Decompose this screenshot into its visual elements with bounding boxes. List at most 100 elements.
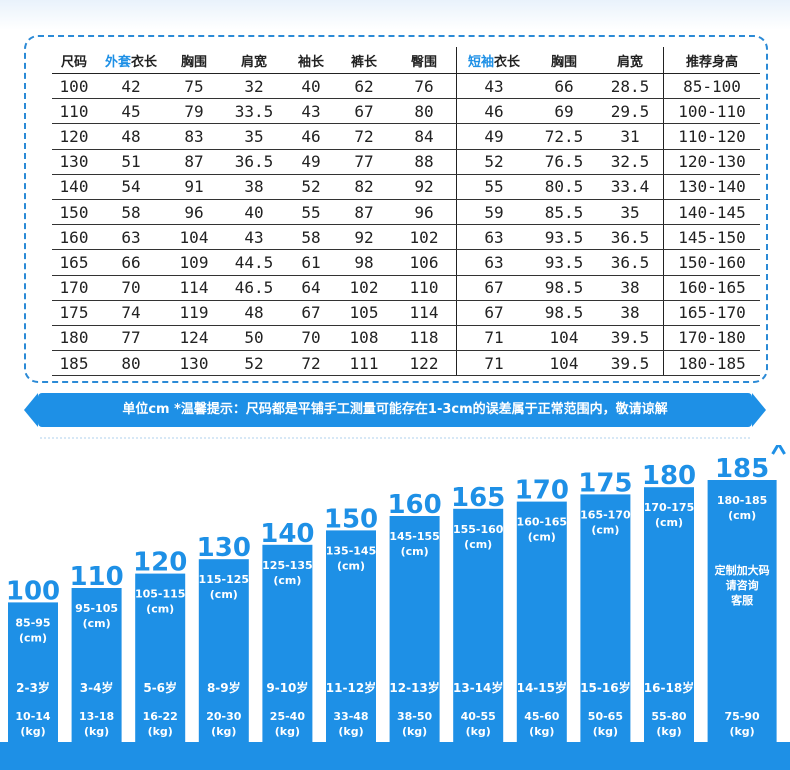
weight-unit: (kg) bbox=[211, 725, 236, 738]
height-chart: 100 85-95 (cm) 2-3岁 10-14 (kg) 110 95-105 (cm) 3-… bbox=[6, 445, 786, 742]
custom-size-note: 客服 bbox=[730, 593, 754, 607]
table-cell: 84 bbox=[392, 123, 457, 150]
table-cell: 71 bbox=[456, 350, 531, 377]
table-cell: 45 bbox=[96, 98, 166, 125]
table-cell: 111 bbox=[336, 350, 392, 377]
table-cell: 69 bbox=[531, 98, 597, 125]
table-cell: 66 bbox=[96, 249, 166, 276]
table-cell: 130 bbox=[52, 149, 96, 175]
table-cell: 93.5 bbox=[531, 224, 597, 251]
table-cell: 59 bbox=[456, 199, 531, 226]
table-cell: 185 bbox=[52, 350, 96, 377]
arrow-up-icon bbox=[771, 445, 786, 455]
table-cell: 63 bbox=[456, 224, 531, 251]
weight-range: 25-40 bbox=[270, 710, 306, 723]
table-row: 185 80 130 52 72 111 122 71 104 39.5 180-185 bbox=[52, 350, 760, 377]
table-cell: 110 bbox=[52, 98, 96, 125]
age-range: 3-4岁 bbox=[80, 680, 114, 695]
table-cell: 98.5 bbox=[531, 275, 597, 301]
table-cell: 38 bbox=[222, 174, 286, 200]
header-tshirt-shoulder: 肩宽 bbox=[597, 47, 664, 74]
height-range: 160-165 bbox=[517, 516, 568, 529]
age-range: 16-18岁 bbox=[644, 680, 694, 695]
height-range: 165-170 bbox=[580, 508, 631, 521]
table-cell: 87 bbox=[166, 149, 222, 175]
table-cell: 29.5 bbox=[597, 98, 664, 125]
table-row: 150 58 96 40 55 87 96 59 85.5 35 140-145 bbox=[52, 199, 760, 226]
table-cell: 46.5 bbox=[222, 275, 286, 301]
table-row: 165 66 109 44.5 61 98 106 63 93.5 36.5 150-160 bbox=[52, 249, 760, 276]
table-cell: 40 bbox=[286, 73, 336, 100]
height-range: 145-155 bbox=[389, 530, 440, 543]
header-hip: 臀围 bbox=[392, 47, 457, 74]
table-row: 100 42 75 32 40 62 76 43 66 28.5 85-100 bbox=[52, 73, 760, 100]
table-cell: 67 bbox=[286, 300, 336, 326]
height-range: 155-160 bbox=[453, 523, 504, 536]
height-unit: (cm) bbox=[464, 538, 492, 551]
table-cell: 67 bbox=[336, 98, 392, 125]
table-cell: 70 bbox=[286, 325, 336, 352]
table-cell: 96 bbox=[166, 199, 222, 226]
table-cell: 104 bbox=[166, 224, 222, 251]
weight-range: 75-90 bbox=[725, 710, 761, 723]
table-cell: 54 bbox=[96, 174, 166, 200]
table-cell: 52 bbox=[286, 174, 336, 200]
table-cell: 100 bbox=[52, 73, 96, 100]
table-header-row: 尺码 外套衣长 胸围 肩宽 袖长 裤长 臀围 短袖衣长 胸围 肩宽 推荐身高 bbox=[52, 47, 760, 74]
table-cell: 63 bbox=[456, 249, 531, 276]
table-cell: 150-160 bbox=[663, 249, 760, 276]
table-cell: 52 bbox=[222, 350, 286, 377]
bottom-bar bbox=[0, 742, 790, 770]
dotted-divider bbox=[40, 437, 750, 439]
table-cell: 98.5 bbox=[531, 300, 597, 326]
table-cell: 77 bbox=[336, 149, 392, 175]
bar-165 bbox=[453, 508, 504, 742]
header-sleeve: 袖长 bbox=[286, 47, 336, 74]
table-row: 170 70 114 46.5 64 102 110 67 98.5 38 160-165 bbox=[52, 275, 760, 301]
table-cell: 104 bbox=[531, 325, 597, 352]
age-range: 9-10岁 bbox=[266, 680, 308, 695]
header-shoulder: 肩宽 bbox=[222, 47, 286, 74]
bar-150 bbox=[326, 530, 376, 742]
table-row: 175 74 119 48 67 105 114 67 98.5 38 165-170 bbox=[52, 300, 760, 326]
table-cell: 43 bbox=[456, 73, 531, 100]
age-range: 5-6岁 bbox=[143, 680, 177, 695]
bar-label-140: 140 bbox=[260, 519, 314, 549]
header-tshirt-length: 短袖衣长 bbox=[456, 47, 531, 74]
table-cell: 44.5 bbox=[222, 249, 286, 276]
table-cell: 76.5 bbox=[531, 149, 597, 175]
height-unit: (cm) bbox=[401, 545, 429, 558]
weight-unit: (kg) bbox=[148, 725, 173, 738]
table-cell: 98 bbox=[336, 249, 392, 276]
table-cell: 91 bbox=[166, 174, 222, 200]
table-cell: 130 bbox=[166, 350, 222, 377]
table-row: 120 48 83 35 46 72 84 49 72.5 31 110-120 bbox=[52, 123, 760, 150]
weight-range: 38-50 bbox=[397, 710, 433, 723]
table-cell: 33.4 bbox=[597, 174, 664, 200]
age-range: 12-13岁 bbox=[389, 680, 439, 695]
bar-130 bbox=[198, 559, 249, 742]
banner-text: 单位cm *温馨提示：尺码都是平铺手工测量可能存在1-3cm的误差属于正常范围内… bbox=[122, 402, 668, 417]
table-row: 130 51 87 36.5 49 77 88 52 76.5 32.5 120-130 bbox=[52, 149, 760, 175]
table-cell: 62 bbox=[336, 73, 392, 100]
weight-range: 13-18 bbox=[79, 710, 114, 723]
height-range: 125-135 bbox=[262, 559, 313, 572]
bar-label-100: 100 bbox=[6, 576, 60, 606]
age-range: 2-3岁 bbox=[16, 680, 50, 695]
table-cell: 42 bbox=[96, 73, 166, 100]
table-cell: 61 bbox=[286, 249, 336, 276]
table-cell: 80 bbox=[96, 350, 166, 377]
height-range: 170-175 bbox=[644, 501, 695, 514]
table-cell: 102 bbox=[392, 224, 457, 251]
table-cell: 82 bbox=[336, 174, 392, 200]
header-pants-length: 裤长 bbox=[336, 47, 392, 74]
bar-label-180: 180 bbox=[642, 461, 696, 491]
weight-unit: (kg) bbox=[20, 725, 45, 738]
table-cell: 39.5 bbox=[597, 350, 664, 377]
age-range: 13-14岁 bbox=[453, 680, 503, 695]
height-range: 115-125 bbox=[199, 573, 250, 586]
weight-range: 40-55 bbox=[461, 710, 496, 723]
table-cell: 108 bbox=[336, 325, 392, 352]
table-cell: 83 bbox=[166, 123, 222, 150]
age-range: 8-9岁 bbox=[207, 680, 241, 695]
